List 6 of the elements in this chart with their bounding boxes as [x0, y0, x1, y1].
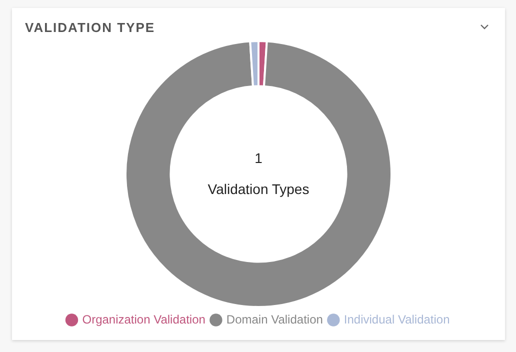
legend-label: Individual Validation — [344, 312, 450, 326]
legend-label: Organization Validation — [82, 312, 206, 326]
text: 1 — [254, 150, 263, 166]
legend-label: Domain Validation — [226, 312, 323, 326]
text: Validation Types — [208, 180, 310, 197]
chart-title: VALIDATION TYPE — [25, 20, 156, 35]
